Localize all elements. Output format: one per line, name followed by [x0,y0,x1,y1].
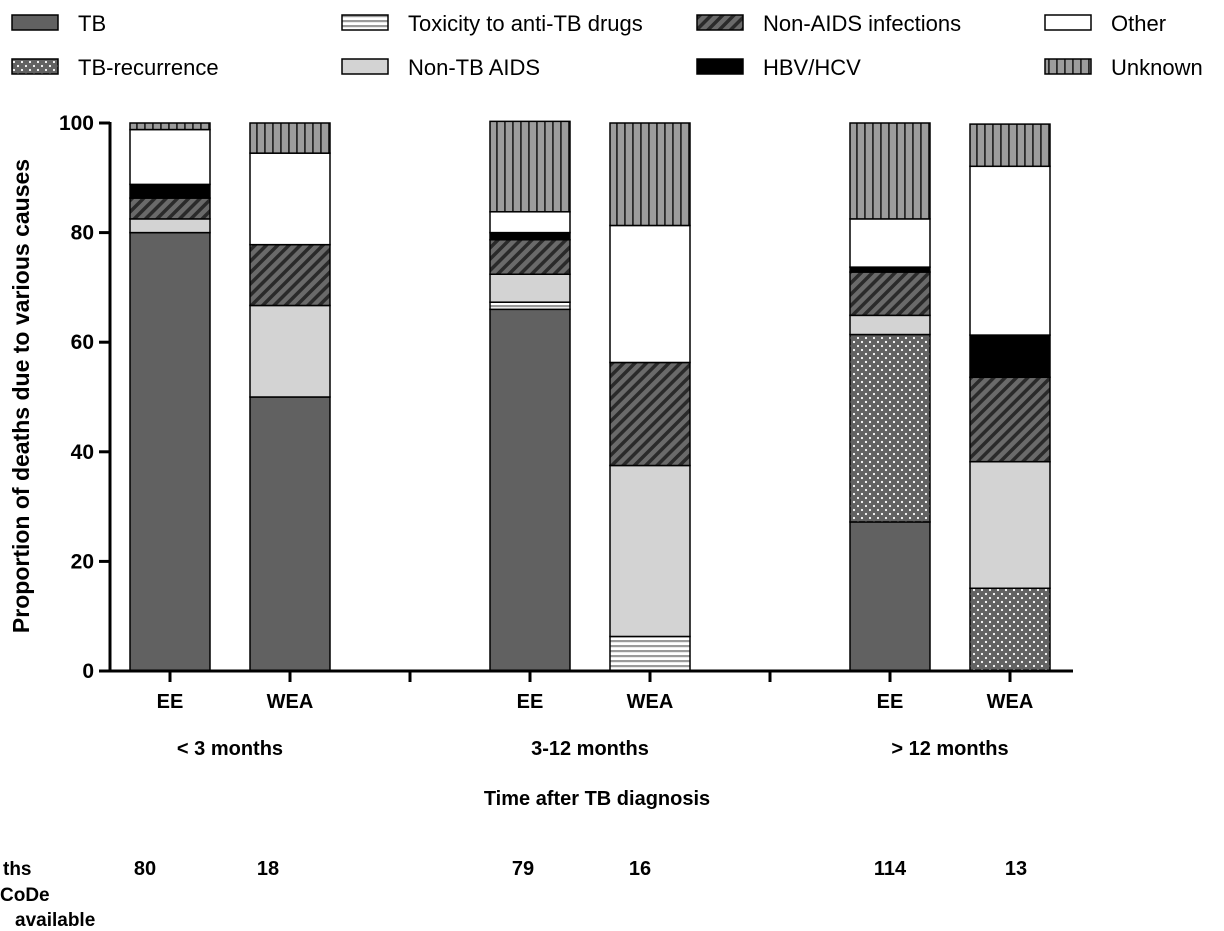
bar-1-ee [129,122,211,672]
death-count-2: 18 [257,858,279,880]
bar-segment-non-aids-infections [969,376,1051,463]
group-label-3: > 12 months [891,738,1008,760]
bar-segment-hbv-hcv [969,334,1051,379]
legend-label-tb-recurrence: TB-recurrence [78,55,219,80]
bar-segment-other [249,152,331,246]
x-axis-title: Time after TB diagnosis [484,788,710,810]
x-tick-label-ee: EE [877,691,904,713]
legend-swatch-toxicity-to-anti-tb-drugs [341,14,389,31]
legend-label-non-tb-aids: Non-TB AIDS [408,55,540,80]
bar-segment-unknown [249,122,331,154]
x-tick-label-wea: WEA [987,691,1034,713]
y-tick-label-60: 60 [71,331,94,354]
bar-segment-unknown [609,122,691,227]
legend-swatch-hbv-hcv [696,58,744,75]
legend-swatch-non-tb-aids [341,58,389,75]
x-tick-label-wea: WEA [627,691,674,713]
bar-segment-other [609,224,691,364]
bar-2-wea [249,122,331,672]
bar-segment-other [969,165,1051,336]
bar-segment-unknown [969,123,1051,168]
bar-segment-non-tb-aids [249,304,331,398]
bar-segment-non-aids-infections [489,238,571,275]
bar-segment-tb [489,308,571,672]
bar-segment-other [489,211,571,234]
y-tick-label-40: 40 [71,441,94,464]
death-counts-row: 80 18 79 16 114 13 ths CoDe available [0,858,1027,931]
x-tick-label-ee: EE [157,691,184,713]
x-tick-label-wea: WEA [267,691,314,713]
legend: TB Toxicity to anti-TB drugs Non-AIDS infe… [11,11,1203,80]
x-axis: EE WEA EE WEA EE WEA < 3 months 3-12 months > 12… [110,669,1073,760]
bar-segment-unknown [129,122,211,131]
bar-segment-tb-recurrence [969,587,1051,672]
death-count-6: 13 [1005,858,1027,880]
group-label-2: 3-12 months [531,738,649,760]
y-tick-label-0: 0 [82,660,94,683]
legend-label-other: Other [1111,11,1166,36]
bar-segment-non-tb-aids [489,273,571,303]
bar-segment-non-aids-infections [609,361,691,467]
bar-segment-non-tb-aids [609,464,691,638]
legend-label-non-aids-infections: Non-AIDS infections [763,11,961,36]
group-label-1: < 3 months [177,738,283,760]
bar-segment-tb [849,521,931,672]
legend-label-unknown: Unknown [1111,55,1203,80]
bar-segment-hbv-hcv [129,183,211,199]
death-count-1: 80 [134,858,156,880]
legend-swatch-non-aids-infections [696,14,744,31]
legend-label-toxicity-to-anti-tb-drugs: Toxicity to anti-TB drugs [408,11,643,36]
y-tick-label-100: 100 [59,112,94,135]
legend-swatch-other [1044,14,1092,31]
bar-segment-non-tb-aids [849,314,931,336]
y-axis-title: Proportion of deaths due to various caus… [8,159,34,633]
bar-segment-non-tb-aids [129,218,211,234]
legend-label-tb: TB [78,11,106,36]
bar-segment-non-aids-infections [249,243,331,307]
bar-segment-toxicity-to-anti-tb-drugs [489,301,571,311]
death-count-4: 16 [629,858,651,880]
death-count-3: 79 [512,858,534,880]
bar-segment-toxicity-to-anti-tb-drugs [609,635,691,672]
bar-segment-non-aids-infections [849,271,931,317]
legend-swatch-tb-recurrence [11,58,59,75]
death-count-5: 114 [874,858,907,880]
bar-segment-tb-recurrence [849,333,931,523]
bar-3-ee [489,120,571,672]
counts-row-label-line-2: CoDe [0,885,50,906]
legend-swatch-unknown [1044,58,1092,75]
bar-5-ee [849,122,931,672]
bar-4-wea [609,122,691,672]
x-tick-label-ee: EE [517,691,544,713]
bar-segment-tb [129,231,211,672]
bar-segment-hbv-hcv [489,231,571,241]
bar-segment-tb [249,396,331,672]
bar-segment-unknown [489,120,571,213]
bar-segment-non-tb-aids [969,460,1051,590]
bar-segment-non-aids-infections [129,197,211,220]
bar-6-wea [969,123,1051,672]
counts-row-label-line-1: ths [3,859,32,880]
legend-label-hbv-hcv: HBV/HCV [763,55,861,80]
bar-segment-unknown [849,122,931,220]
bar-segment-other [129,128,211,186]
y-axis: 0 20 40 60 80 100 [59,112,112,683]
y-tick-label-20: 20 [71,550,94,573]
legend-swatch-tb [11,14,59,31]
y-tick-label-80: 80 [71,222,94,245]
bar-segment-other [849,218,931,268]
bars [129,120,1051,672]
counts-row-label-line-3: available [15,910,95,931]
